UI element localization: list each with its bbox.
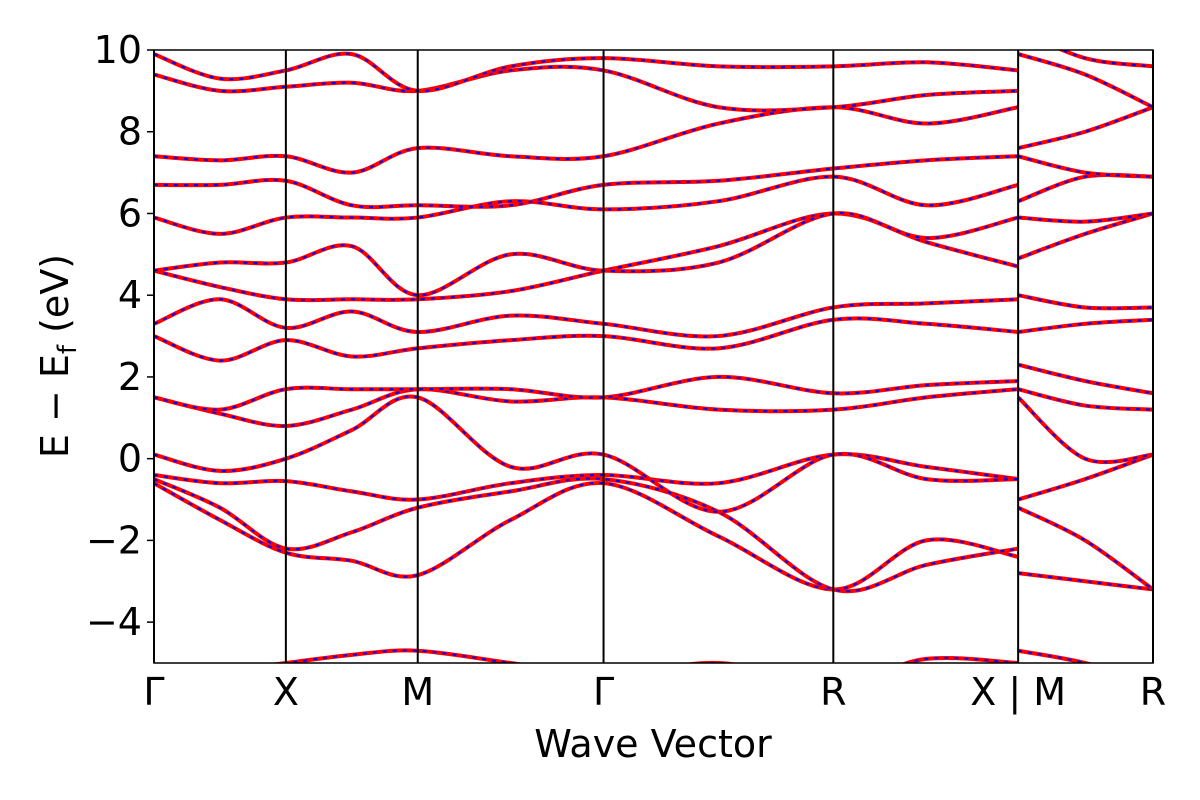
y-label-unit: (eV) <box>33 254 77 345</box>
band-overlay <box>154 294 1153 338</box>
band-line <box>154 387 1153 428</box>
band-overlay <box>154 482 1153 591</box>
band-overlay <box>154 173 1153 235</box>
x-axis-label: Wave Vector <box>534 722 772 766</box>
band-overlay <box>154 50 1153 92</box>
y-label-main: E − E <box>33 354 77 458</box>
band-overlay <box>154 395 1153 513</box>
y-tick-label: 2 <box>118 355 142 399</box>
band-overlay <box>154 155 1153 209</box>
band-overlay <box>154 317 1153 362</box>
band-overlay <box>154 106 1153 174</box>
y-tick-label: 4 <box>118 273 142 317</box>
x-tick-label: X | M <box>970 670 1066 715</box>
band-overlay <box>154 477 1153 593</box>
band-overlay <box>154 388 1153 427</box>
x-tick-label: R <box>1140 670 1166 714</box>
y-tick-label: 10 <box>94 28 142 72</box>
x-tick-label: M <box>401 670 434 714</box>
band-line <box>154 105 1153 175</box>
band-line <box>270 648 1094 663</box>
band-overlay <box>154 53 1153 112</box>
y-tick-label: 0 <box>118 437 142 481</box>
band-line <box>154 394 1153 514</box>
y-label-sub: f <box>53 344 83 354</box>
band-line <box>154 211 1153 298</box>
x-tick-label: Γ <box>593 670 614 714</box>
band-line <box>154 476 1153 594</box>
band-line <box>154 481 1153 592</box>
band-overlay <box>154 212 1153 297</box>
x-tick-label: X <box>273 670 299 714</box>
plot-frame <box>153 49 1154 664</box>
bands <box>154 50 1153 663</box>
band-line <box>154 452 1153 502</box>
x-tick-label: R <box>820 670 846 714</box>
y-tick-label: 8 <box>118 110 142 154</box>
band-line <box>154 154 1153 210</box>
y-tick-label: −4 <box>86 600 142 644</box>
band-overlay <box>154 363 1153 411</box>
x-tick-label: Γ <box>143 670 164 714</box>
band-overlay <box>154 212 1153 302</box>
y-tick-label: −2 <box>86 518 142 562</box>
y-tick-label: 6 <box>118 191 142 235</box>
y-axis-label: E − Ef (eV) <box>33 254 83 458</box>
